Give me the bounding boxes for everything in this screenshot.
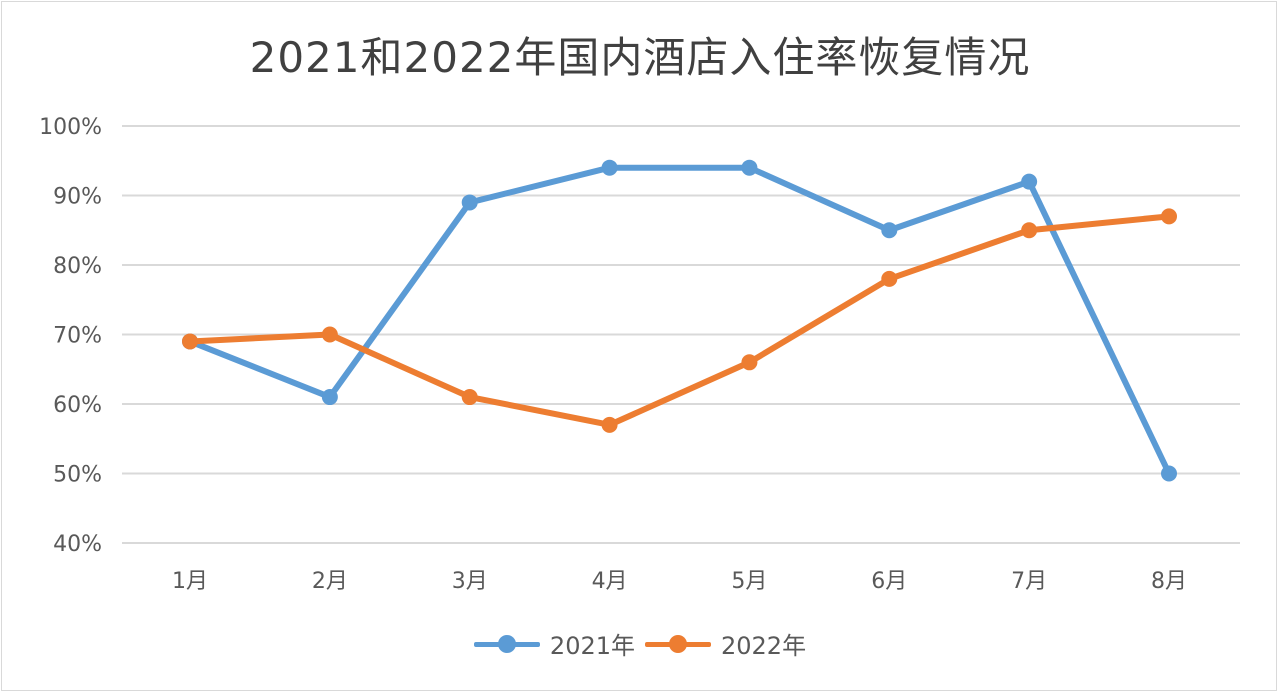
y-axis-ticks: 40% 50% 60% 70% 80% 90% 100% (39, 115, 102, 557)
data-point[interactable] (601, 416, 618, 433)
series-line (187, 164, 1172, 477)
data-point[interactable] (461, 389, 478, 406)
legend-item-2022[interactable]: 2022年 (645, 626, 806, 661)
series-line (187, 213, 1172, 428)
x-axis-ticks: 1月 2月 3月 4月 5月 6月 7月 8月 (172, 569, 1187, 594)
chart-title: 2021和2022年国内酒店入住率恢复情况 (249, 33, 1031, 82)
series (182, 159, 1177, 482)
data-point[interactable] (1021, 173, 1038, 190)
x-tick-label: 8月 (1151, 569, 1187, 594)
legend-label-2022: 2022年 (721, 632, 807, 660)
legend-label-2021: 2021年 (549, 632, 635, 660)
y-tick-label: 40% (53, 532, 102, 557)
data-point[interactable] (601, 159, 618, 176)
x-tick-label: 2月 (312, 569, 348, 594)
data-point[interactable] (881, 222, 898, 239)
series-0 (182, 159, 1177, 482)
line-chart: 40% 50% 60% 70% 80% 90% 100% 1月 2月 3月 4月 5月 6月 7月 8月 (39, 115, 1240, 594)
y-tick-label: 90% (53, 185, 102, 210)
data-point[interactable] (1161, 208, 1177, 225)
legend-swatch-2022 (645, 633, 711, 655)
data-point[interactable] (461, 194, 478, 211)
data-point[interactable] (321, 389, 338, 406)
data-point[interactable] (741, 159, 758, 176)
legend: 2021年 2022年 (2, 626, 1278, 661)
data-point[interactable] (741, 354, 758, 371)
data-point[interactable] (1161, 465, 1177, 482)
x-tick-label: 4月 (592, 569, 628, 594)
legend-item-2021[interactable]: 2021年 (473, 626, 635, 661)
data-point[interactable] (321, 326, 338, 343)
data-point[interactable] (881, 270, 898, 287)
x-tick-label: 3月 (452, 569, 488, 594)
x-tick-label: 6月 (871, 569, 907, 594)
y-tick-label: 100% (39, 115, 102, 140)
x-tick-label: 1月 (172, 569, 208, 594)
x-tick-label: 7月 (1011, 569, 1047, 594)
y-tick-label: 80% (53, 254, 102, 279)
data-point[interactable] (182, 333, 198, 350)
y-tick-label: 50% (53, 463, 102, 488)
data-point[interactable] (1021, 222, 1038, 239)
series-1 (182, 208, 1177, 433)
y-tick-label: 60% (53, 393, 102, 418)
y-tick-label: 70% (53, 324, 102, 349)
x-tick-label: 5月 (731, 569, 767, 594)
legend-swatch-2021 (473, 633, 540, 655)
